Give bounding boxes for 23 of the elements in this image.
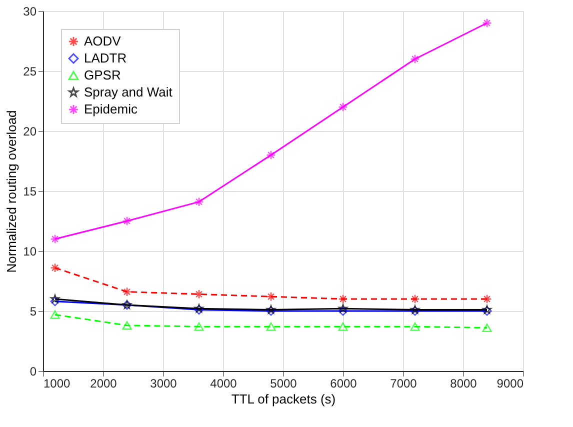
x-tick-label: 2000 xyxy=(90,376,118,390)
legend-label: GPSR xyxy=(84,68,121,82)
y-axis-title: Normalized routing overload xyxy=(4,110,20,273)
y-tick-label: 5 xyxy=(30,304,37,318)
x-tick-label: 8000 xyxy=(450,376,478,390)
x-tick-label: 9000 xyxy=(496,376,524,390)
x-tick-label: 7000 xyxy=(390,376,418,390)
legend-label: LADTR xyxy=(84,50,127,66)
x-axis-title: TTL of packets (s) xyxy=(231,392,336,406)
y-tick-label: 10 xyxy=(23,244,37,258)
x-tick-label: 3000 xyxy=(150,376,178,390)
x-tick-label: 4000 xyxy=(210,376,238,390)
legend-label: Epidemic xyxy=(84,102,138,116)
x-tick-label: 5000 xyxy=(270,376,298,390)
y-tick-label: 0 xyxy=(30,364,37,378)
y-tick-label: 30 xyxy=(23,4,37,18)
x-tick-label: 6000 xyxy=(330,376,358,390)
y-tick-label: 20 xyxy=(23,124,37,138)
y-tick-label: 25 xyxy=(23,64,37,78)
y-tick-label: 15 xyxy=(23,184,37,198)
x-tick-label: 1000 xyxy=(44,376,71,390)
legend-label: Spray and Wait xyxy=(84,84,173,100)
legend-label: AODV xyxy=(84,34,122,48)
